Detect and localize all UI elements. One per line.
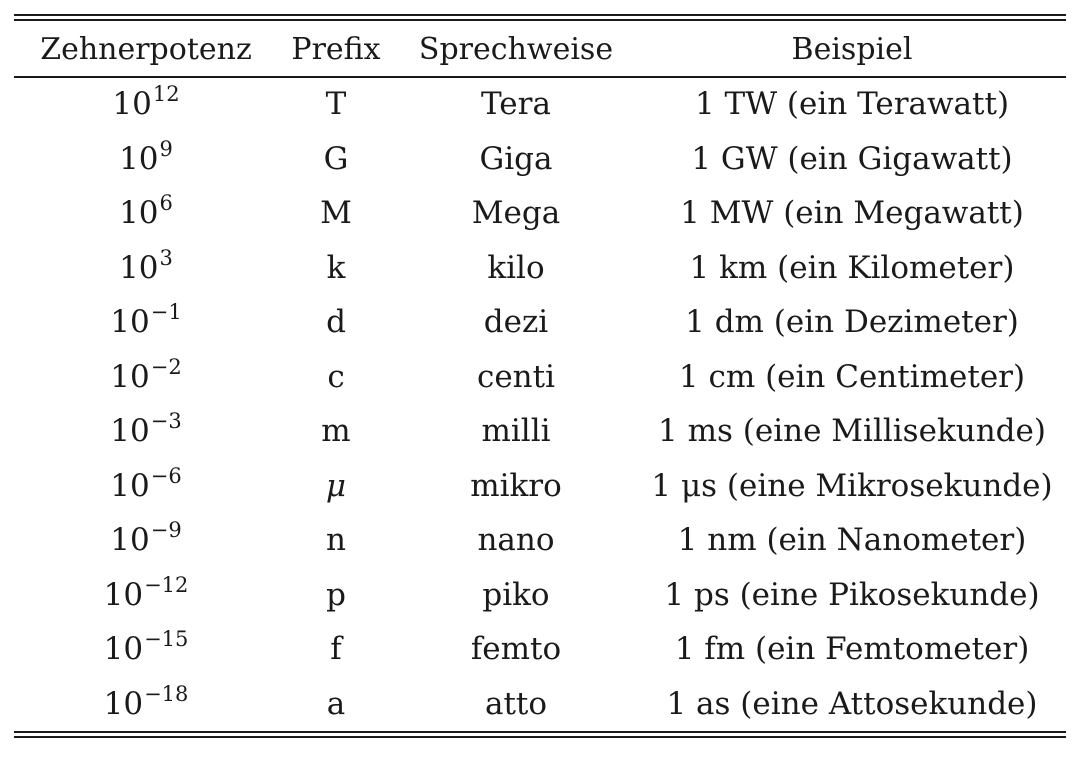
example-cell: 1 dm (ein Dezimeter) — [685, 304, 1019, 341]
spoken-cell: Tera — [481, 86, 551, 123]
spoken-cell: femto — [470, 631, 562, 668]
power-cell: 10−18 — [14, 677, 278, 732]
spoken-cell: Giga — [479, 140, 553, 177]
prefix-cell: d — [326, 304, 346, 341]
power-base: 10 — [103, 576, 144, 613]
power-base: 10 — [103, 685, 144, 722]
table-row: 10−1 d dezi 1 dm (ein Dezimeter) — [14, 295, 1066, 350]
spoken-cell: dezi — [483, 304, 549, 341]
prefix-cell: a — [326, 685, 346, 722]
power-cell: 10−15 — [14, 622, 278, 677]
example-cell: 1 μs (eine Mikrosekunde) — [651, 467, 1053, 504]
prefix-cell: μ — [325, 467, 347, 504]
table-row: 10−12 p piko 1 ps (eine Pikosekunde) — [14, 568, 1066, 623]
power-cell: 10−1 — [14, 295, 278, 350]
power-base: 10 — [110, 304, 150, 341]
power-base: 10 — [110, 413, 150, 450]
power-cell: 106 — [14, 186, 278, 241]
power-exponent: −9 — [150, 518, 182, 543]
power-base: 10 — [112, 86, 152, 123]
power-cell: 1012 — [14, 76, 278, 132]
table-row: 106 M Mega 1 MW (ein Megawatt) — [14, 186, 1066, 241]
power-base: 10 — [103, 631, 144, 668]
power-exponent: −15 — [144, 627, 189, 652]
power-base: 10 — [119, 140, 159, 177]
power-cell: 10−2 — [14, 350, 278, 405]
power-exponent: −6 — [150, 463, 182, 488]
power-exponent: 12 — [152, 82, 180, 107]
table-body: 1012 T Tera 1 TW (ein Terawatt) 109 G Giga 1 GW… — [14, 76, 1066, 731]
header-prefix: Prefix — [291, 31, 381, 67]
power-cell: 10−12 — [14, 568, 278, 623]
table-row: 10−15 f femto 1 fm (ein Femtometer) — [14, 622, 1066, 677]
power-exponent: −1 — [150, 300, 182, 325]
power-exponent: −2 — [150, 354, 182, 379]
power-cell: 10−9 — [14, 513, 278, 568]
power-exponent: 6 — [159, 191, 173, 216]
example-cell: 1 ms (eine Millisekunde) — [658, 413, 1046, 450]
table-row: 103 k kilo 1 km (ein Kilometer) — [14, 241, 1066, 296]
table-row: 1012 T Tera 1 TW (ein Terawatt) — [14, 76, 1066, 132]
power-exponent: −18 — [144, 681, 189, 706]
prefix-cell: k — [326, 249, 346, 286]
power-base: 10 — [119, 195, 159, 232]
power-exponent: −3 — [150, 409, 182, 434]
table-header: Zehnerpotenz Prefix Sprechweise Beispiel — [14, 22, 1066, 76]
table-row: 10−3 m milli 1 ms (eine Millisekunde) — [14, 404, 1066, 459]
header-power: Zehnerpotenz — [40, 31, 252, 67]
prefix-cell: M — [320, 195, 352, 232]
spoken-cell: atto — [484, 685, 548, 722]
example-cell: 1 TW (ein Terawatt) — [694, 86, 1010, 123]
prefix-cell: p — [326, 576, 346, 613]
prefix-cell: f — [330, 631, 342, 668]
table-row: 10−9 n nano 1 nm (ein Nanometer) — [14, 513, 1066, 568]
spoken-cell: nano — [477, 522, 555, 559]
example-cell: 1 as (eine Attosekunde) — [666, 685, 1038, 722]
table-row: 10−18 a atto 1 as (eine Attosekunde) — [14, 677, 1066, 732]
table-row: 109 G Giga 1 GW (ein Gigawatt) — [14, 132, 1066, 187]
spoken-cell: milli — [481, 413, 551, 450]
table-row: 10−2 c centi 1 cm (ein Centimeter) — [14, 350, 1066, 405]
prefix-cell: c — [327, 358, 345, 395]
power-base: 10 — [110, 522, 150, 559]
power-exponent: −12 — [144, 572, 189, 597]
spoken-cell: piko — [482, 576, 550, 613]
spoken-cell: mikro — [470, 467, 562, 504]
power-cell: 109 — [14, 132, 278, 187]
example-cell: 1 km (ein Kilometer) — [689, 249, 1015, 286]
table-row: 10−6 μ mikro 1 μs (eine Mikrosekunde) — [14, 459, 1066, 514]
power-exponent: 3 — [159, 245, 173, 270]
prefix-cell: G — [323, 140, 349, 177]
power-cell: 10−3 — [14, 404, 278, 459]
header-example: Beispiel — [791, 31, 913, 67]
example-cell: 1 nm (ein Nanometer) — [677, 522, 1027, 559]
power-base: 10 — [110, 358, 150, 395]
example-cell: 1 ps (eine Pikosekunde) — [664, 576, 1040, 613]
header-separator-rule — [14, 76, 1066, 78]
bottom-double-rule-outer — [14, 736, 1066, 738]
bottom-double-rule-inner — [14, 731, 1066, 733]
prefix-cell: T — [325, 86, 347, 123]
example-cell: 1 fm (ein Femtometer) — [674, 631, 1030, 668]
spoken-cell: Mega — [471, 195, 561, 232]
header-spoken: Sprechweise — [418, 31, 614, 67]
power-exponent: 9 — [159, 136, 173, 161]
prefix-cell: n — [326, 522, 346, 559]
spoken-cell: kilo — [487, 249, 545, 286]
example-cell: 1 MW (ein Megawatt) — [680, 195, 1024, 232]
top-double-rule-outer — [14, 14, 1066, 16]
power-base: 10 — [110, 467, 150, 504]
si-prefix-table: Zehnerpotenz Prefix Sprechweise Beispiel… — [14, 22, 1066, 731]
power-cell: 10−6 — [14, 459, 278, 514]
example-cell: 1 cm (ein Centimeter) — [678, 358, 1026, 395]
header-row: Zehnerpotenz Prefix Sprechweise Beispiel — [14, 22, 1066, 76]
power-cell: 103 — [14, 241, 278, 296]
example-cell: 1 GW (ein Gigawatt) — [691, 140, 1013, 177]
prefix-cell: m — [321, 413, 351, 450]
power-base: 10 — [119, 249, 159, 286]
top-double-rule-inner — [14, 19, 1066, 21]
spoken-cell: centi — [476, 358, 556, 395]
